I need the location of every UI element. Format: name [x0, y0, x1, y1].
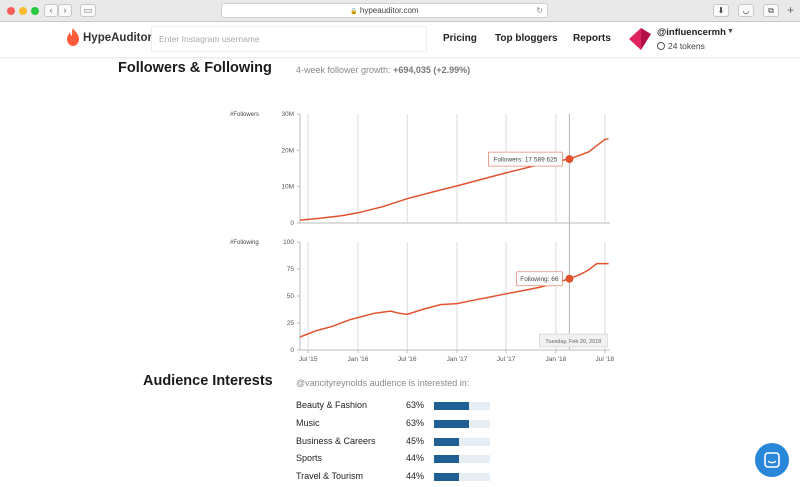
interest-bar-fill: [434, 455, 459, 464]
interest-row: Beauty & Fashion 63%: [296, 400, 496, 414]
x-tick-label: Jan '17: [447, 356, 468, 363]
interest-bar-fill: [434, 437, 460, 446]
tokens-label: 24 tokens: [668, 41, 705, 51]
address-bar[interactable]: 🔒 hypeauditor.com ↻: [221, 3, 548, 18]
interests-subtitle: @vancityreynolds audience is interested …: [296, 378, 470, 388]
interest-label: Business & Careers: [296, 435, 376, 446]
y-tick-label: 0: [290, 220, 294, 227]
followers-section-title: Followers & Following: [118, 60, 272, 76]
interest-bar: [434, 473, 490, 482]
interest-label: Sports: [296, 453, 323, 464]
growth-label: 4-week follower growth:: [296, 65, 391, 75]
interest-row: Music 63%: [296, 418, 496, 432]
x-tick-label: Jan '18: [545, 356, 566, 363]
interest-bar-fill: [434, 473, 459, 482]
x-tick-label: Jul '16: [398, 356, 417, 363]
followers-line: [299, 137, 609, 221]
flame-logo-icon[interactable]: [66, 28, 80, 46]
y-tick-label: 20M: [281, 147, 294, 154]
y-tick-label: 10M: [281, 184, 294, 191]
url-text: hypeauditor.com: [359, 6, 419, 15]
forward-button[interactable]: ›: [58, 4, 72, 17]
tabs-icon[interactable]: ⧉: [763, 4, 779, 17]
tooltip-box: [515, 271, 563, 287]
interest-bar: [434, 419, 490, 428]
interest-bar: [434, 437, 490, 446]
brand-name[interactable]: HypeAuditor: [83, 32, 152, 44]
interests-section-title: Audience Interests: [143, 373, 273, 389]
tooltip-label: Following: 66: [520, 276, 559, 283]
interest-row: Sports 44%: [296, 453, 496, 467]
tokens-count: 24 tokens: [657, 41, 705, 51]
interest-label: Travel & Tourism: [296, 471, 364, 482]
chevron-down-icon[interactable]: ▼: [727, 28, 734, 35]
interest-label: Beauty & Fashion: [296, 400, 368, 410]
reload-icon[interactable]: ↻: [536, 6, 543, 15]
interest-bar: [434, 402, 490, 410]
interest-percent: 45%: [406, 435, 425, 446]
growth-value: +694,035 (+2.99%): [393, 65, 471, 75]
nav-top-bloggers[interactable]: Top bloggers: [495, 33, 558, 44]
username[interactable]: @influencermh: [657, 27, 726, 38]
hover-point: [565, 274, 574, 283]
x-tick-label: Jul '17: [497, 356, 516, 363]
x-tick-label: Jul '15: [299, 356, 318, 363]
y-tick-label: 100: [283, 239, 294, 246]
coin-icon: [657, 42, 665, 50]
user-avatar-icon[interactable]: [627, 26, 653, 52]
interest-percent: 63%: [406, 400, 425, 410]
pocket-icon[interactable]: ◡: [738, 4, 754, 17]
followers-following-chart[interactable]: #Followers 0 10M 20M 30M Followers: 17 589 62…: [228, 105, 618, 367]
interest-percent: 63%: [406, 417, 425, 428]
interest-percent: 44%: [406, 453, 425, 464]
x-tick-label: Jul '18: [596, 356, 615, 363]
app-header: HypeAuditor Enter Instagram username Pri…: [0, 22, 800, 58]
y-axis-label: #Following: [230, 240, 259, 246]
chat-icon: [764, 452, 780, 468]
interest-row: Travel & Tourism 44%: [296, 471, 496, 485]
y-tick-label: 75: [287, 266, 295, 273]
date-tooltip-box: [539, 333, 608, 348]
new-tab-icon[interactable]: +: [786, 3, 794, 17]
nav-reports[interactable]: Reports: [573, 33, 611, 44]
y-tick-label: 30M: [281, 111, 294, 118]
interest-bar-fill: [434, 402, 470, 410]
interest-label: Music: [296, 417, 320, 428]
tooltip-box: [487, 151, 563, 167]
download-icon[interactable]: ⬇: [713, 4, 729, 17]
search-input[interactable]: Enter Instagram username: [151, 26, 427, 52]
browser-toolbar: ‹ › ▭ 🔒 hypeauditor.com ↻ ⬇ ◡ ⧉ +: [0, 0, 800, 22]
interest-row: Business & Careers 45%: [296, 436, 496, 450]
date-tooltip-label: Tuesday, Feb 20, 2018: [545, 339, 601, 345]
follower-growth: 4-week follower growth: +694,035 (+2.99%…: [296, 65, 470, 75]
tooltip-label: Followers: 17 589 625: [493, 157, 557, 164]
y-tick-label: 25: [287, 320, 295, 327]
back-button[interactable]: ‹: [44, 4, 58, 17]
x-tick-label: Jan '16: [348, 356, 369, 363]
close-window-button[interactable]: [7, 7, 15, 15]
chat-button[interactable]: [755, 443, 789, 477]
y-tick-label: 0: [290, 347, 294, 354]
minimize-window-button[interactable]: [19, 7, 27, 15]
hover-point: [565, 155, 574, 164]
sidebar-toggle-icon[interactable]: ▭: [80, 4, 96, 17]
y-tick-label: 50: [287, 293, 295, 300]
maximize-window-button[interactable]: [31, 7, 39, 15]
interest-percent: 44%: [406, 471, 425, 482]
interest-bar: [434, 455, 490, 464]
y-axis-label: #Followers: [230, 112, 259, 118]
nav-pricing[interactable]: Pricing: [443, 33, 477, 44]
interest-bar-fill: [434, 419, 470, 428]
lock-icon: 🔒: [350, 9, 358, 15]
